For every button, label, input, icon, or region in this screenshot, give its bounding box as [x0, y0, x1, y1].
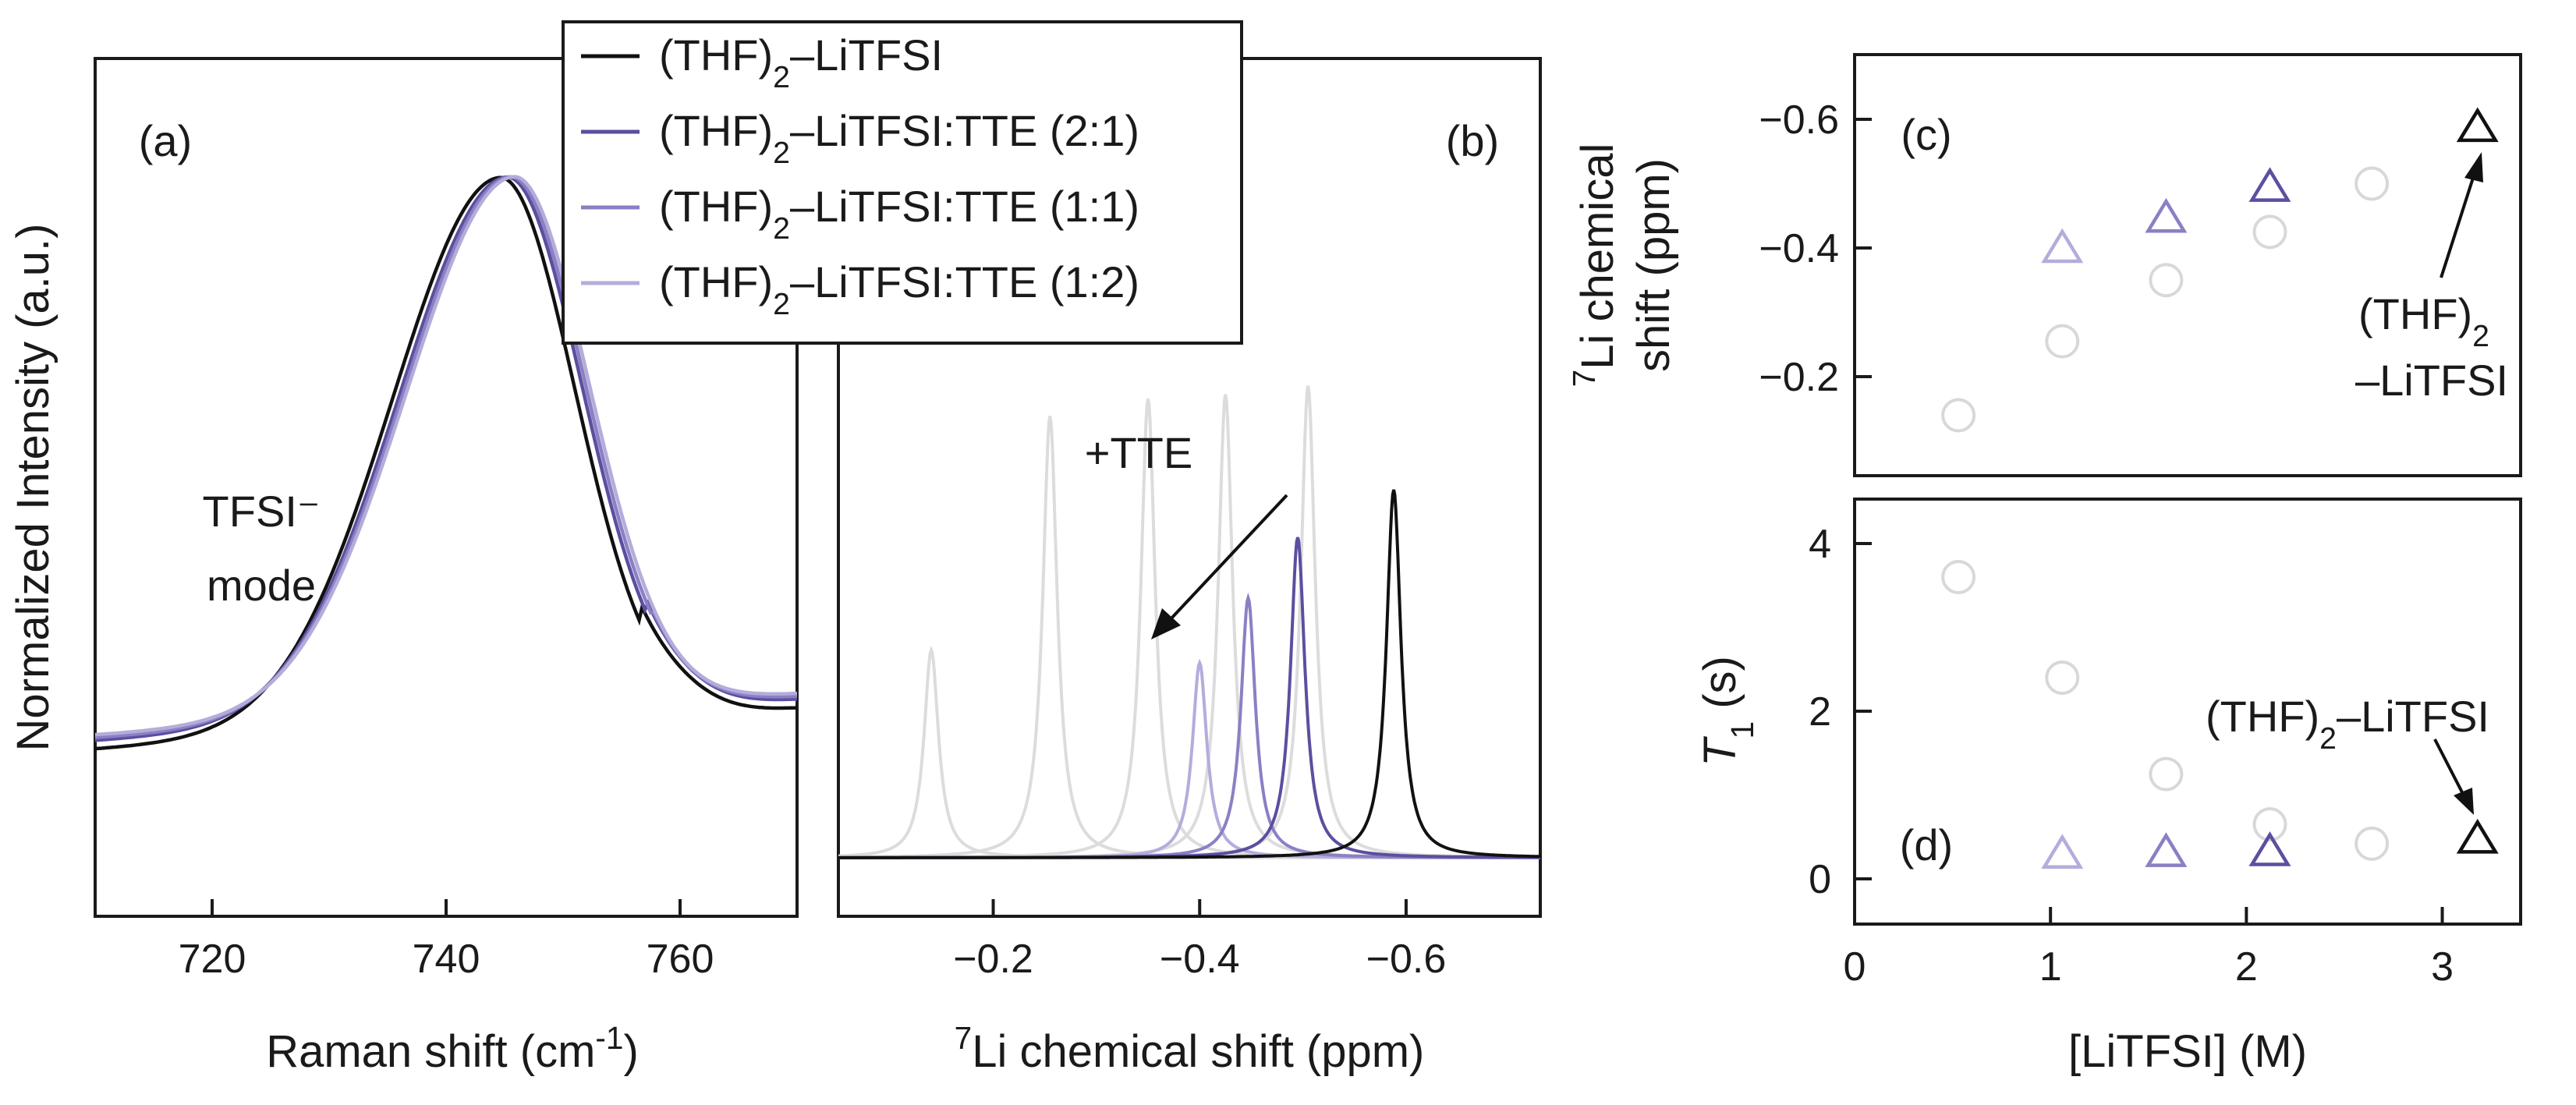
- panel-b-x-tick-label: −0.6: [1366, 937, 1447, 982]
- panel-d-y-tick-label: 4: [1809, 522, 1831, 567]
- panel-a-x-tick-label: 740: [413, 937, 480, 982]
- panel-c-annotation-line1: (THF)2: [2358, 289, 2489, 353]
- panel-a-series-line: [94, 175, 798, 751]
- panel-a-x-axis-label: Raman shift (cm-1): [266, 1020, 639, 1077]
- panel-b-arrow-shaft: [1168, 494, 1288, 622]
- legend-box: [562, 20, 1243, 345]
- legend-label: (THF)2–LiTFSI:TTE (1:1): [659, 182, 1139, 246]
- panel-b-arrow-head: [1151, 608, 1181, 639]
- panel-c-frame: [1853, 53, 2522, 477]
- panel-b-series-line: [838, 645, 1540, 859]
- panel-d-arrow-shaft: [2433, 738, 2464, 795]
- panel-b-series-line: [838, 537, 1540, 859]
- panel-d-y-axis-label: T1 (s): [1695, 656, 1760, 767]
- panel-b-annotation: +TTE: [1085, 428, 1192, 477]
- panel-c-y-axis-label-line2: shift (ppm): [1628, 158, 1679, 372]
- panel-d-circle-point: [2252, 807, 2287, 842]
- panel-c-circle-point: [2149, 263, 2184, 298]
- panel-c-circle-point: [2045, 324, 2080, 359]
- panel-a-x-tick-label: 720: [179, 937, 246, 982]
- panel-b-label: (b): [1446, 116, 1499, 165]
- panel-a-x-tick-label: 760: [647, 937, 714, 982]
- panel-c-y-tick-label: −0.4: [1759, 226, 1839, 271]
- panel-d-x-tick-label: 0: [1844, 944, 1866, 990]
- panel-c-label: (c): [1901, 110, 1951, 159]
- panel-c-circle-point: [2252, 214, 2287, 250]
- panel-b-series-line: [838, 592, 1540, 859]
- panel-a-series-line: [94, 175, 798, 737]
- panel-b-x-tick-label: −0.2: [953, 937, 1033, 982]
- panel-a-annotation-line2: mode: [207, 561, 316, 610]
- panel-d-arrow-head: [2454, 788, 2474, 815]
- panel-c-y-axis-label-line1: 7Li chemical: [1566, 143, 1623, 388]
- panel-d-y-tick-label: 2: [1809, 689, 1831, 735]
- panel-d-circle-point: [1941, 560, 1976, 594]
- panel-c-triangle-point: [2456, 107, 2499, 143]
- panel-b-x-axis-label: 7Li chemical shift (ppm): [955, 1020, 1425, 1077]
- legend-label: (THF)2–LiTFSI:TTE (2:1): [659, 106, 1139, 170]
- panel-d-x-tick-label: 3: [2431, 944, 2454, 990]
- panel-c-circle-point: [1941, 398, 1976, 433]
- panel-d-circle-point: [2045, 661, 2080, 695]
- panel-c-y-tick-label: −0.2: [1759, 355, 1839, 400]
- panel-d-x-axis-label: [LiTFSI] (M): [2068, 1026, 2307, 1077]
- panel-c-arrow-head: [2464, 152, 2483, 182]
- panel-d-triangle-point: [2456, 819, 2499, 854]
- panel-d-x-tick-label: 1: [2039, 944, 2062, 990]
- panel-d-triangle-point: [2041, 834, 2084, 869]
- legend-label: (THF)2–LiTFSI: [659, 30, 943, 94]
- panel-d-label: (d): [1900, 820, 1953, 869]
- panel-a-label: (a): [139, 116, 192, 165]
- panel-d-circle-point: [2355, 826, 2390, 861]
- panel-c-circle-point: [2355, 166, 2390, 201]
- panel-c-triangle-point: [2145, 197, 2188, 233]
- panel-c-y-tick-label: −0.6: [1759, 97, 1839, 143]
- panel-a-y-axis-label: Normalized Intensity (a.u.): [8, 224, 58, 752]
- panel-b-series-line: [838, 658, 1540, 859]
- panel-d-triangle-point: [2145, 832, 2188, 867]
- panel-c-annotation-line2: –LiTFSI: [2355, 356, 2508, 405]
- panel-d-x-tick-label: 2: [2235, 944, 2258, 990]
- panel-d-annotation: (THF)2–LiTFSI: [2206, 692, 2489, 756]
- panel-c-triangle-point: [2248, 167, 2291, 202]
- legend-label: (THF)2–LiTFSI:TTE (1:2): [659, 257, 1139, 321]
- panel-c-triangle-point: [2041, 228, 2084, 264]
- panel-d-y-tick-label: 0: [1809, 857, 1831, 902]
- panel-d-circle-point: [2149, 756, 2184, 792]
- panel-a-annotation-line1: TFSI⁻: [203, 487, 321, 536]
- panel-c-arrow-shaft: [2440, 175, 2475, 278]
- panel-d-triangle-point: [2248, 831, 2291, 866]
- panel-b-series-line: [838, 489, 1540, 859]
- panel-b-x-tick-label: −0.4: [1160, 937, 1240, 982]
